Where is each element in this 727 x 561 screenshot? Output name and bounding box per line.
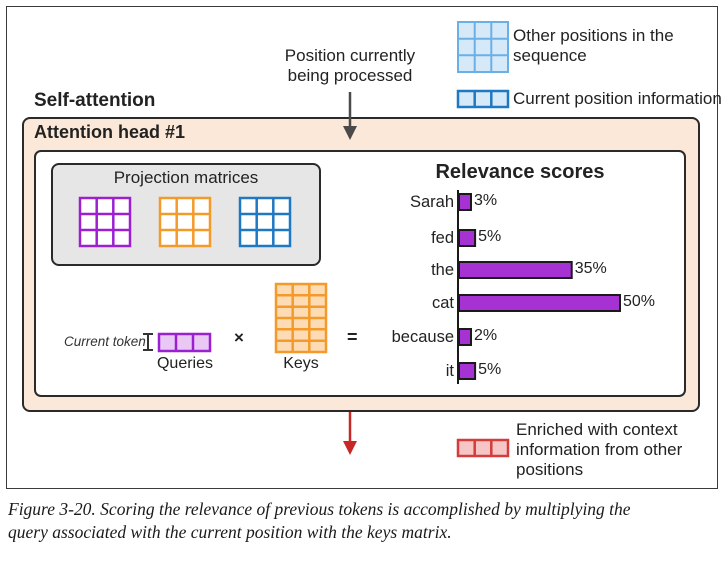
down-arrow-icon <box>343 92 357 140</box>
relevance-bar-fed <box>458 229 477 247</box>
equals-symbol: = <box>347 327 358 347</box>
keys-matrix-icon <box>274 282 328 354</box>
value-label: 35% <box>574 260 607 277</box>
relevance-bar-it <box>458 362 477 380</box>
current-token-label: Current token <box>64 334 146 349</box>
enriched-vector-legend-icon <box>456 438 510 458</box>
other-positions-legend-icon <box>457 21 509 73</box>
caption-line2: query associated with the current positi… <box>8 522 452 542</box>
projection-matrices-title: Projection matrices <box>113 168 259 187</box>
output-down-arrow-icon <box>343 412 357 455</box>
legend-other-positions-line1: Other positions in the <box>513 26 674 45</box>
value-label: 50% <box>623 293 656 310</box>
attention-head-title: Attention head #1 <box>34 122 186 142</box>
queries-label: Queries <box>156 355 214 372</box>
relevance-bar-Sarah <box>458 193 472 211</box>
value-label: 5% <box>478 361 502 378</box>
relevance-bar-cat <box>458 294 621 312</box>
position-annotation-line1: Position currently <box>284 46 416 65</box>
multiply-symbol: × <box>234 328 244 347</box>
category-label: cat <box>431 294 454 312</box>
category-label: the <box>431 261 454 279</box>
keys-label: Keys <box>283 355 319 372</box>
relevance-bar-because <box>458 328 472 346</box>
value-projection-matrix-icon <box>238 196 292 248</box>
legend-other-positions-line2: sequence <box>513 46 587 65</box>
value-label: 3% <box>474 192 498 209</box>
chart-title: Relevance scores <box>435 161 605 183</box>
category-label: fed <box>431 229 454 247</box>
caption-line1: Figure 3-20. Scoring the relevance of pr… <box>8 499 631 519</box>
key-projection-matrix-icon <box>158 196 212 248</box>
value-label: 5% <box>478 228 502 245</box>
enriched-legend-line1: Enriched with context <box>516 420 678 439</box>
relevance-bars <box>458 193 621 380</box>
category-label: because <box>391 328 454 346</box>
current-position-legend-icon <box>456 89 510 109</box>
figure-caption: Figure 3-20. Scoring the relevance of pr… <box>8 498 720 544</box>
legend-current-position: Current position information <box>513 89 722 108</box>
query-vector-icon <box>157 332 212 353</box>
self-attention-title: Self-attention <box>34 90 156 111</box>
category-label: Sarah <box>409 193 454 211</box>
enriched-legend-line2: information from other <box>516 440 683 459</box>
value-label: 2% <box>474 327 498 344</box>
figure-frame <box>6 6 718 489</box>
position-annotation-line2: being processed <box>287 66 413 85</box>
enriched-legend-line3: positions <box>516 460 584 479</box>
category-label: it <box>445 362 454 380</box>
relevance-bar-the <box>458 261 573 279</box>
current-token-bracket-icon <box>143 333 153 351</box>
query-projection-matrix-icon <box>78 196 132 248</box>
